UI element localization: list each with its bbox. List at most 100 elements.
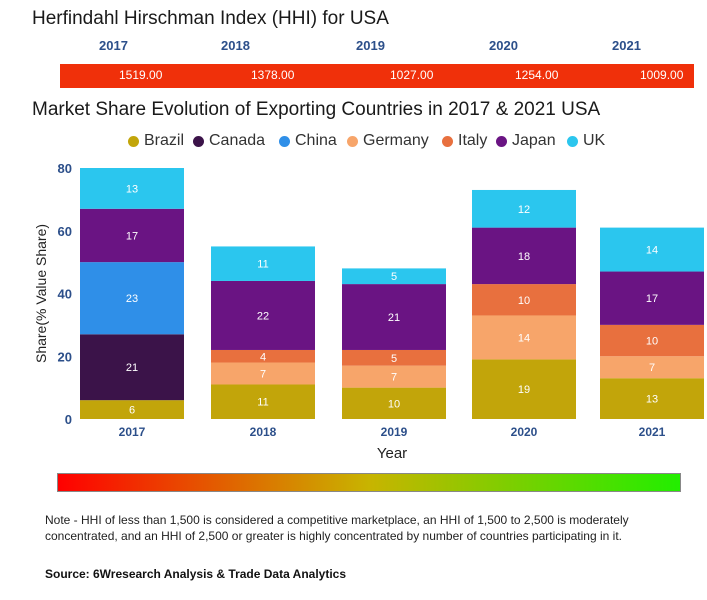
hhi-value: 1027.00 [390,68,434,82]
y-axis-label: Share(% Value Share) [33,224,49,363]
y-tick-label: 20 [58,349,72,364]
data-label: 7 [391,372,397,384]
hhi-year-row: 2017 2018 2019 2020 2021 [0,38,707,54]
legend-label: Germany [363,132,429,149]
legend-label: Italy [458,132,488,149]
legend-label: UK [583,132,606,149]
bar-segment-uk [80,168,184,209]
data-label: 5 [391,353,397,365]
stacked-bar-chart: 0 20 40 60 80 Share(% Value Share) 6 21 23 17 13 20… [33,161,704,462]
hhi-value: 1519.00 [119,68,163,82]
data-label: 22 [257,310,269,322]
data-label: 21 [126,362,138,374]
y-tick-label: 40 [58,287,72,302]
data-label: 10 [518,295,530,307]
bar-segment-brazil [600,378,704,419]
legend-label: Brazil [144,132,185,149]
bar-segment-italy [472,284,576,316]
data-label: 10 [646,336,658,348]
legend-swatch [193,135,204,147]
legend-item-italy: Italy [442,132,487,150]
hhi-value-bar: 1519.00 1378.00 1027.00 1254.00 1009.00 [60,64,694,88]
legend-label: Canada [209,132,266,149]
chart-legend: Brazil Canada China Germany Italy Japan UK [0,132,707,152]
bar-segment-italy [211,349,315,363]
bar-segment-japan [342,284,446,350]
hhi-value: 1378.00 [251,68,295,82]
source-text: Source: 6Wresearch Analysis & Trade Data… [45,567,347,581]
legend-item-brazil: Brazil [128,132,184,150]
data-label: 11 [257,259,268,271]
hhi-year: 2018 [221,38,250,53]
x-tick-label: 2018 [250,425,277,439]
data-label: 17 [126,230,138,242]
legend-item-germany: Germany [347,132,429,150]
data-label: 17 [646,293,658,305]
bar-segment-germany [211,362,315,385]
bar-segment-germany [472,315,576,360]
data-label: 6 [129,405,135,417]
bar-segment-brazil [211,384,315,419]
bar-segment-japan [472,227,576,285]
bar-segment-uk [342,268,446,285]
legend-swatch [279,135,290,147]
y-tick-label: 0 [65,412,72,427]
bar-segment-uk [211,246,315,281]
legend-item-japan: Japan [496,132,556,150]
data-label: 14 [518,332,530,344]
x-tick-label: 2021 [639,425,666,439]
legend-swatch [567,135,578,147]
data-label: 7 [260,369,266,381]
data-label: 13 [646,394,658,406]
legend-item-china: China [279,132,337,150]
bar-segment-germany [600,356,704,379]
y-tick-label: 60 [58,224,72,239]
x-tick-label: 2019 [381,425,408,439]
data-label: 21 [388,312,400,324]
bar-segment-japan [211,280,315,350]
x-axis-label: Year [377,445,407,462]
data-label: 14 [646,245,658,257]
data-label: 7 [649,362,655,374]
data-label: 5 [391,271,397,283]
legend-swatch [128,135,139,147]
hhi-year: 2017 [99,38,128,53]
bar-segment-japan [600,271,704,325]
data-label: 12 [518,204,530,216]
concentration-gradient-bar [57,473,681,492]
data-label: 23 [126,293,138,305]
data-label: 13 [126,183,138,195]
legend-swatch [442,135,453,147]
legend-item-canada: Canada [193,132,265,150]
legend-item-uk: UK [567,132,605,150]
bar-segment-brazil [80,400,184,419]
y-tick-label: 80 [58,161,72,176]
bar-segment-uk [600,227,704,272]
legend-label: China [295,132,337,149]
legend-label: Japan [512,132,556,149]
bar-segment-japan [80,208,184,263]
data-label: 18 [518,251,530,263]
data-label: 4 [260,351,266,363]
data-label: 19 [518,384,530,396]
chart-title: Market Share Evolution of Exporting Coun… [32,99,601,120]
data-label: 11 [257,397,268,409]
hhi-year: 2021 [612,38,641,53]
hhi-value: 1254.00 [515,68,559,82]
hhi-year: 2019 [356,38,385,53]
bar-segment-italy [600,324,704,357]
note-text: Note - HHI of less than 1,500 is conside… [45,513,629,543]
bar-segment-china [80,262,184,335]
hhi-year: 2020 [489,38,518,53]
legend-swatch [496,135,507,147]
hhi-value: 1009.00 [640,68,684,82]
data-label: 10 [388,398,400,410]
bar-segment-brazil [472,359,576,419]
bar-segment-italy [342,349,446,366]
bar-segment-germany [342,365,446,388]
bar-segment-brazil [342,387,446,419]
bar-segment-uk [472,189,576,228]
x-tick-label: 2020 [511,425,538,439]
hhi-title: Herfindahl Hirschman Index (HHI) for USA [32,8,389,29]
bar-segment-canada [80,334,184,401]
